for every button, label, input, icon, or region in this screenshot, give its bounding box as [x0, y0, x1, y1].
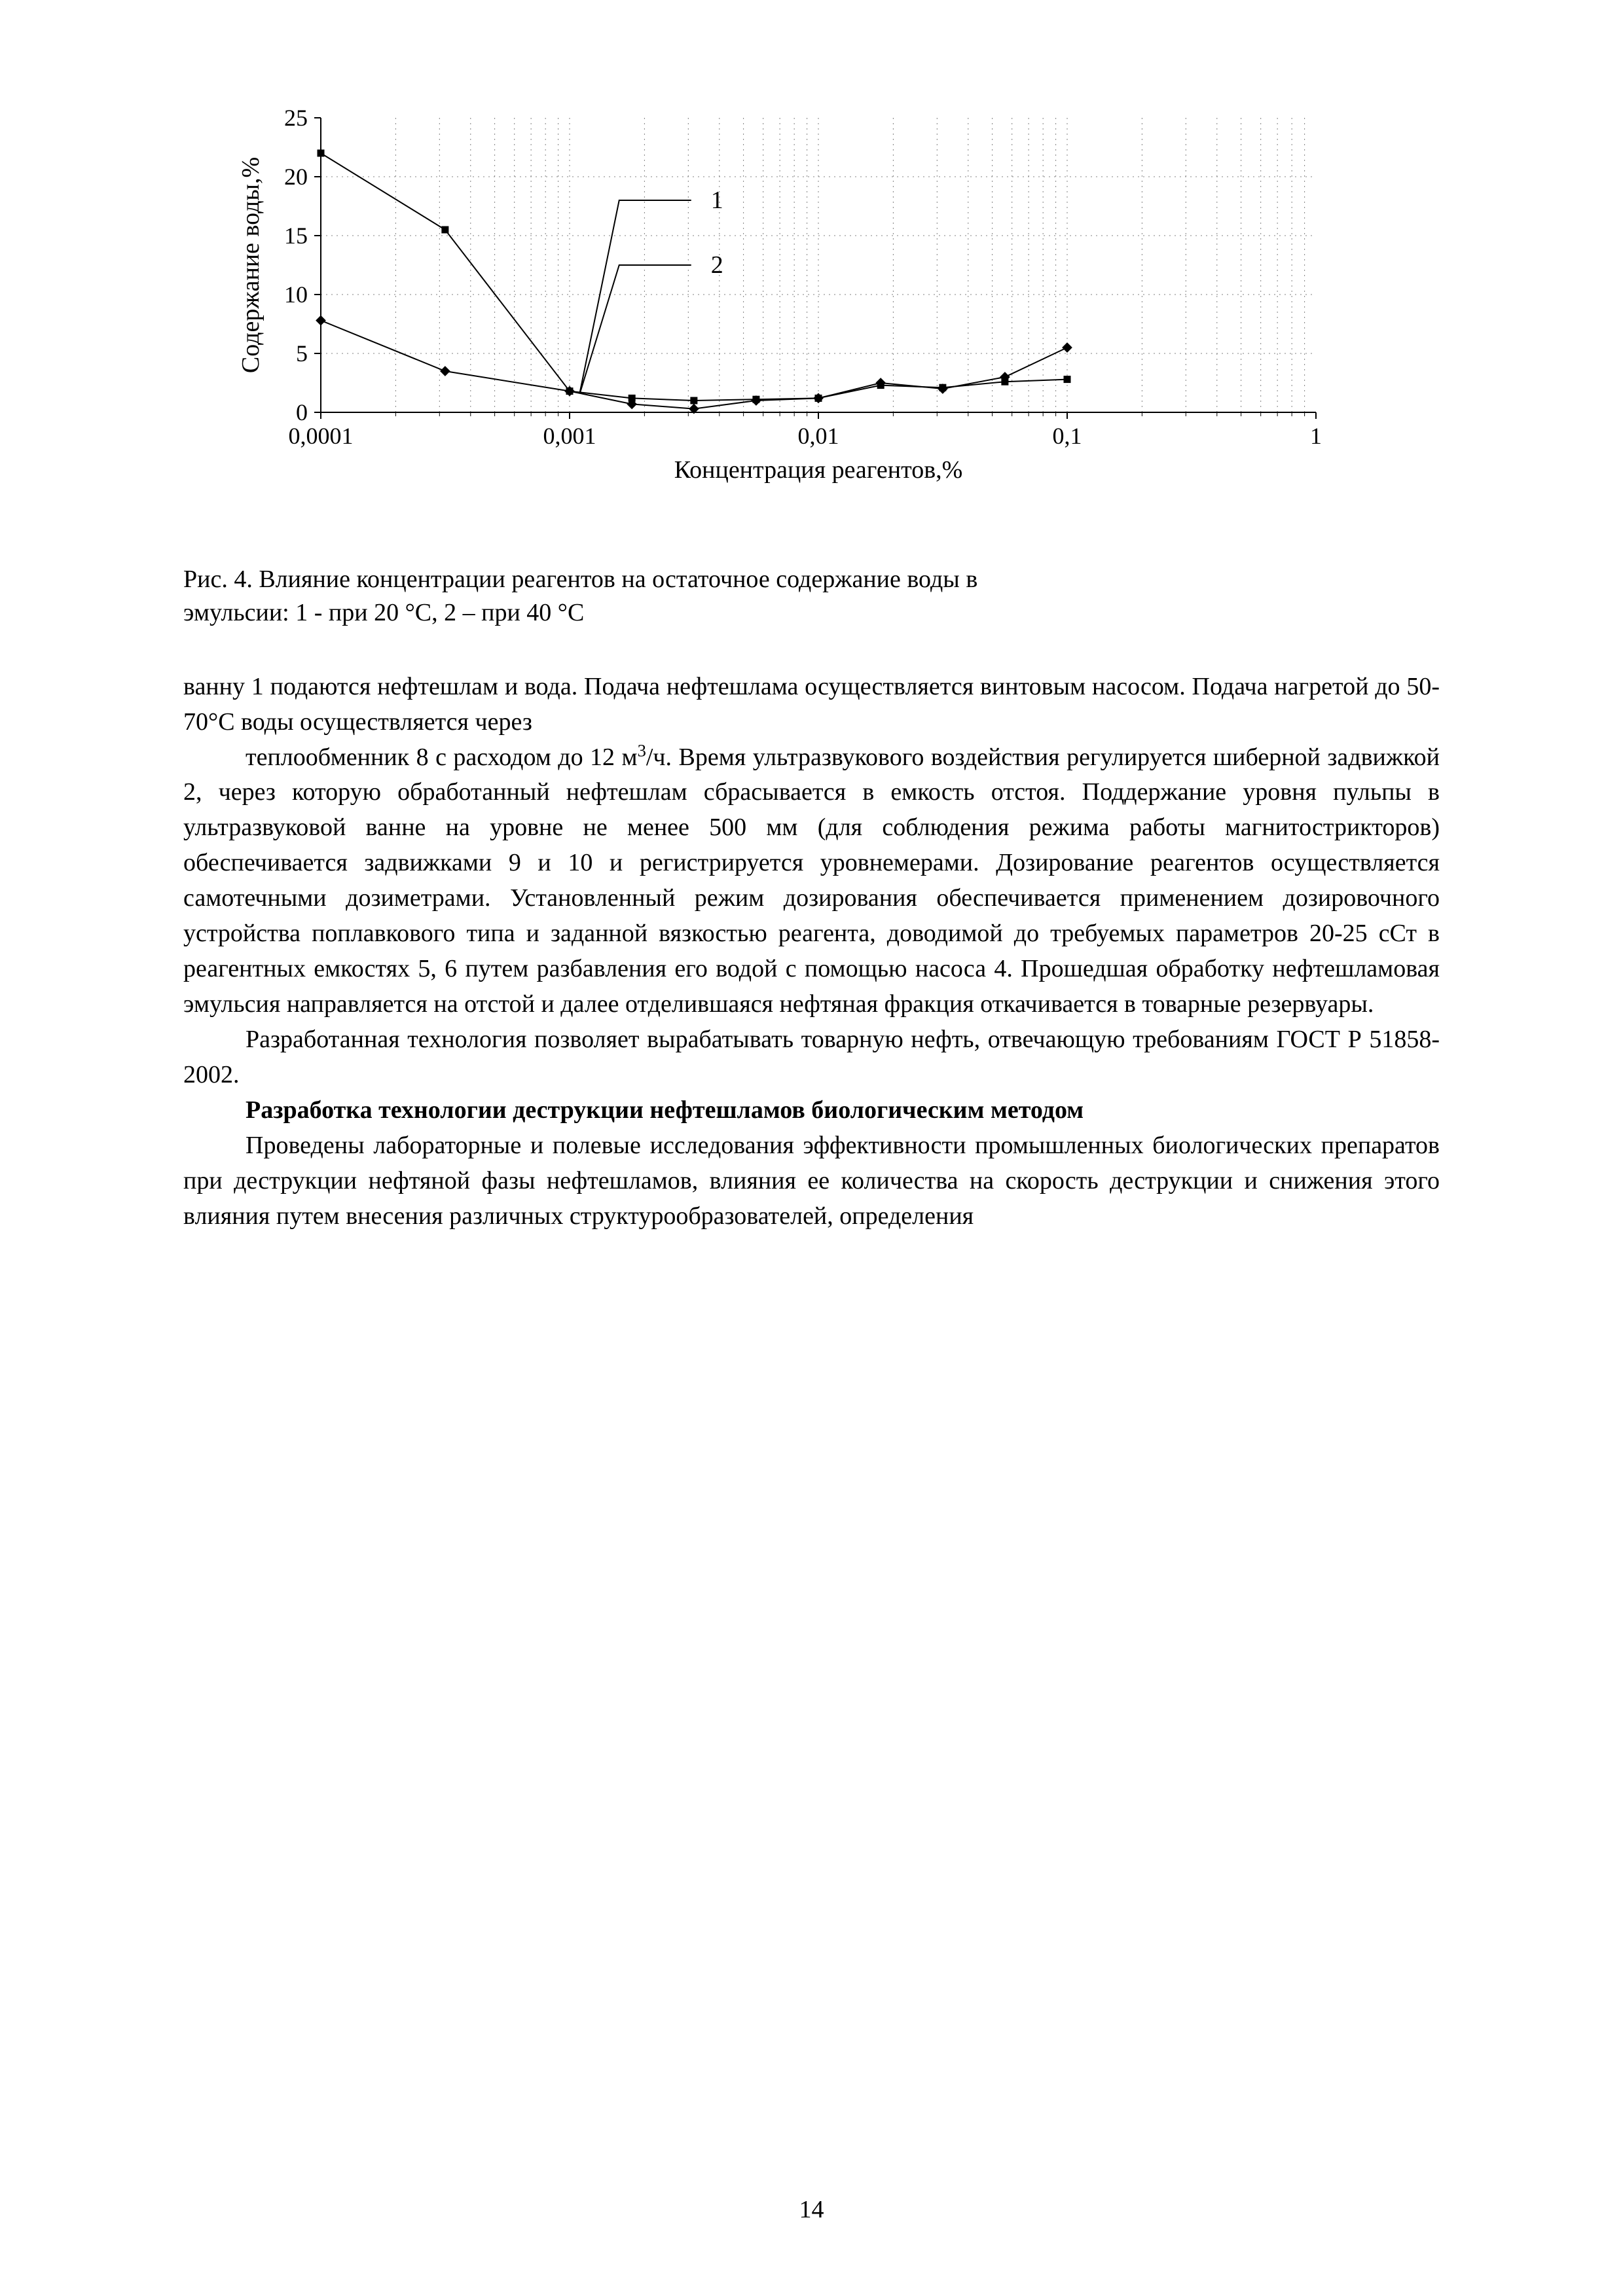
svg-text:0,001: 0,001: [543, 423, 596, 449]
svg-text:0,01: 0,01: [798, 423, 839, 449]
svg-text:20: 20: [284, 164, 308, 190]
caption-line1: Рис. 4. Влияние концентрации реагентов н…: [183, 565, 977, 593]
svg-text:1: 1: [711, 187, 723, 214]
svg-text:5: 5: [296, 340, 308, 367]
page-number: 14: [0, 2195, 1623, 2224]
paragraph-1a: ванну 1 подаются нефтешлам и вода. Подач…: [183, 670, 1440, 740]
paragraph-3: Разработка технологии деструкции нефтешл…: [183, 1093, 1440, 1128]
svg-text:25: 25: [284, 105, 308, 131]
svg-text:0: 0: [296, 399, 308, 425]
svg-text:Содержание воды,%: Содержание воды,%: [237, 157, 264, 373]
chart-container: 0 5 10 15 20 25 0,0001 0,001 0,01 0,1 1 Концентраци…: [223, 105, 1440, 504]
svg-text:15: 15: [284, 223, 308, 249]
svg-text:0,1: 0,1: [1053, 423, 1082, 449]
svg-text:2: 2: [711, 251, 723, 279]
body-text: ванну 1 подаются нефтешлам и вода. Подач…: [183, 670, 1440, 1234]
caption-line2: эмульсии: 1 - при 20 °С, 2 – при 40 °С: [183, 599, 584, 626]
paragraph-2: Разработанная технология позволяет выраб…: [183, 1022, 1440, 1093]
line-chart: 0 5 10 15 20 25 0,0001 0,001 0,01 0,1 1 Концентраци…: [223, 105, 1375, 504]
paragraph-1b: теплообменник 8 с расходом до 12 м3/ч. В…: [183, 740, 1440, 1023]
paragraph-4: Проведены лабораторные и полевые исследо…: [183, 1128, 1440, 1234]
svg-text:1: 1: [1310, 423, 1322, 449]
svg-text:Концентрация реагентов,%: Концентрация реагентов,%: [674, 456, 963, 484]
svg-text:10: 10: [284, 281, 308, 308]
figure-caption: Рис. 4. Влияние концентрации реагентов н…: [183, 563, 1440, 630]
svg-text:0,0001: 0,0001: [289, 423, 354, 449]
